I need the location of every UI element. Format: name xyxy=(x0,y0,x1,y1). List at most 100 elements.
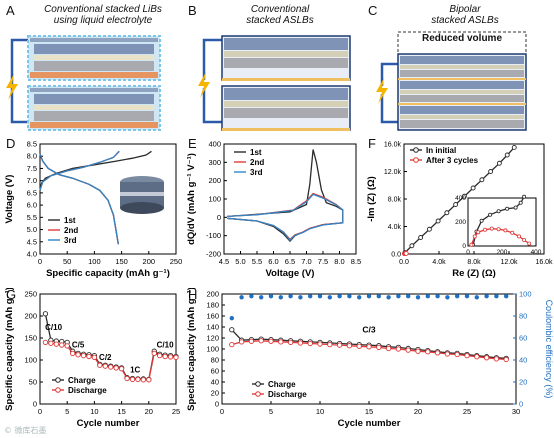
ce-point xyxy=(494,294,499,299)
ce-point xyxy=(455,294,460,299)
x-tick-label: 4.0k xyxy=(432,259,446,266)
y-tick-label: 400 xyxy=(208,140,221,149)
series-point xyxy=(405,347,411,353)
series-point xyxy=(146,377,152,383)
legend-marker xyxy=(55,387,61,393)
series-point xyxy=(403,250,409,256)
series-point xyxy=(464,352,470,359)
chart-f-nyquist: 0.0 4.0k 8.0k 12.0k 16.0k 0.0 4.0k 8.0k 12.0k 16.… xyxy=(366,142,553,280)
series-point xyxy=(258,338,264,344)
y-tick-label: 50 xyxy=(29,378,37,387)
y-tick-label: 4.0 xyxy=(27,250,37,259)
inset-point xyxy=(476,230,481,235)
y-tick-label: 100 xyxy=(24,356,37,365)
inset-point xyxy=(518,200,523,205)
series-point xyxy=(80,352,87,359)
y-axis-label: dQ/dV (mAh g⁻¹ V⁻¹) xyxy=(186,153,197,245)
series-point xyxy=(42,339,49,346)
y-tick-label: 40 xyxy=(211,378,219,387)
inset-x-tick-label: 400 xyxy=(531,249,542,256)
x-tick-label: 0 xyxy=(38,257,42,266)
ce-point xyxy=(327,295,332,300)
inset-point xyxy=(510,230,515,235)
y2-tick-label: 40 xyxy=(519,356,527,365)
series-point xyxy=(461,193,467,199)
series-point xyxy=(409,243,415,249)
series-point xyxy=(444,351,451,357)
y-tick-label: 6.5 xyxy=(27,188,37,197)
ce-point xyxy=(464,294,470,299)
reduced-volume-box xyxy=(397,31,527,55)
inset-x-tick-label: 200 xyxy=(497,249,508,256)
panel-label-f: F xyxy=(368,136,376,151)
series-point xyxy=(124,375,130,382)
y-axis-label: Specific capacity (mAh g⁻¹) xyxy=(186,288,197,411)
rate-label: C/10 xyxy=(45,323,62,332)
series-point xyxy=(453,202,459,207)
series-point xyxy=(376,344,382,350)
cell-photo-icon xyxy=(120,176,164,214)
x-axis-label: Voltage (V) xyxy=(266,268,315,279)
y-tick-label: 0 xyxy=(217,213,221,222)
y-tick-label: 180 xyxy=(206,301,219,310)
y-tick-label: 5.5 xyxy=(27,213,37,222)
series-point xyxy=(385,345,392,352)
legend-label: 3rd xyxy=(250,168,263,177)
x-tick-label: 0 xyxy=(220,407,224,416)
series-point xyxy=(118,366,125,372)
x-tick-label: 10 xyxy=(90,407,98,416)
y-tick-label: 300 xyxy=(208,158,221,167)
ce-point xyxy=(308,294,313,299)
series-point xyxy=(435,218,441,224)
cell-bottom xyxy=(120,202,164,214)
y-tick-label: 0.0 xyxy=(391,252,401,259)
ce-point xyxy=(337,294,342,299)
y-tick-label: 16.0k xyxy=(384,142,402,149)
x-tick-label: 100 xyxy=(88,257,101,266)
ce-point xyxy=(406,294,411,299)
inset-x-tick-label: 0 xyxy=(466,249,470,256)
chart-e-dqdv: 4.5 5.0 5.5 6.0 6.5 7.0 7.5 8.0 8.5 -200 -100 0 100 2… xyxy=(186,140,361,280)
x-axis-label: Cycle number xyxy=(77,418,140,429)
rate-label: C/2 xyxy=(99,353,112,362)
panel-label-d: D xyxy=(6,136,16,151)
x-tick-label: 150 xyxy=(115,257,128,266)
lightning-icon xyxy=(198,72,210,98)
y-tick-label: 200 xyxy=(24,312,37,321)
y-tick-label: 100 xyxy=(206,345,219,354)
y2-tick-label: 80 xyxy=(519,312,527,321)
x-tick-label: 5 xyxy=(65,407,69,416)
panel-label-g: G xyxy=(6,287,17,302)
panel-a-title: Conventional stacked LiBs using liquid e… xyxy=(18,4,188,26)
legend-label: 1st xyxy=(64,216,76,225)
y-tick-label: 150 xyxy=(24,334,37,343)
ce-point xyxy=(239,295,244,300)
y-axis-label: Specific capacity (mAh g⁻¹) xyxy=(4,288,15,411)
legend-marker xyxy=(255,381,261,387)
series-point xyxy=(479,177,485,183)
y-tick-label: 160 xyxy=(206,312,219,321)
ce-point xyxy=(396,294,401,299)
series-point xyxy=(162,353,168,360)
inset-point xyxy=(469,242,474,247)
series-point xyxy=(140,377,147,383)
legend-label: 2nd xyxy=(250,158,264,167)
ce-point xyxy=(425,294,430,299)
series-point xyxy=(42,311,49,317)
panel-label-c: C xyxy=(368,3,378,18)
y-tick-label: 60 xyxy=(211,367,219,376)
inset-y-tick-label: 400 xyxy=(455,195,466,202)
lightning-icon xyxy=(376,78,388,104)
y-tick-label: 0 xyxy=(215,400,219,409)
chart-h-cycling: 0 5 10 15 20 25 30020406080100120140160180200C… xyxy=(186,288,554,429)
series-point xyxy=(157,352,163,359)
legend-marker xyxy=(413,157,419,163)
series-point xyxy=(503,356,509,363)
watermark: © 微库石墨 xyxy=(4,426,47,435)
y-tick-label: 140 xyxy=(206,323,219,332)
series-point xyxy=(151,350,157,357)
series-point xyxy=(268,338,274,344)
rate-label: C/10 xyxy=(157,341,174,350)
series-point xyxy=(102,363,108,369)
x-axis-label: Re (Z) (Ω) xyxy=(452,268,496,279)
